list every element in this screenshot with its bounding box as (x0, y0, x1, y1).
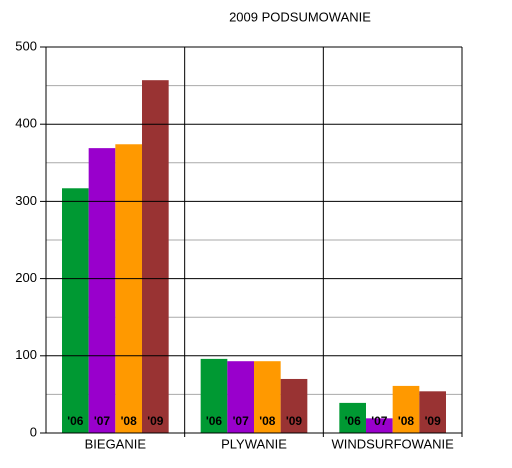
y-tick-label: 500 (15, 38, 37, 53)
bar (254, 361, 281, 433)
bar-label: '07 (371, 414, 388, 428)
y-tick-label: 0 (30, 424, 37, 439)
x-tick-label: WINDSURFOWANIE (332, 436, 455, 451)
bar-label: '08 (259, 414, 276, 428)
bar (62, 188, 89, 433)
y-tick-label: 100 (15, 347, 37, 362)
bar (227, 361, 254, 433)
x-tick-label: BIEGANIE (85, 436, 147, 451)
bar-label: '06 (206, 414, 223, 428)
x-tick-label: PLYWANIE (221, 436, 287, 451)
bar (280, 378, 308, 433)
bar-label: '09 (147, 414, 164, 428)
bar (339, 402, 366, 433)
bar (142, 80, 169, 434)
bar (392, 385, 420, 433)
bar-label: '08 (121, 414, 138, 428)
bar (88, 148, 116, 433)
bar-label: '06 (345, 414, 362, 428)
bar (366, 418, 393, 433)
bar-label: '07 (233, 414, 250, 428)
bar (115, 144, 142, 433)
bar (419, 391, 446, 433)
y-tick-label: 200 (15, 270, 37, 285)
bar-label: '08 (398, 414, 415, 428)
bar-label: '07 (94, 414, 111, 428)
bar-label: '09 (286, 414, 303, 428)
y-tick-label: 400 (15, 116, 37, 131)
bar-label: '06 (67, 414, 84, 428)
bar (200, 358, 228, 433)
bar-label: '09 (425, 414, 442, 428)
y-tick-label: 300 (15, 193, 37, 208)
chart-title: 2009 PODSUMOWANIE (229, 9, 371, 24)
